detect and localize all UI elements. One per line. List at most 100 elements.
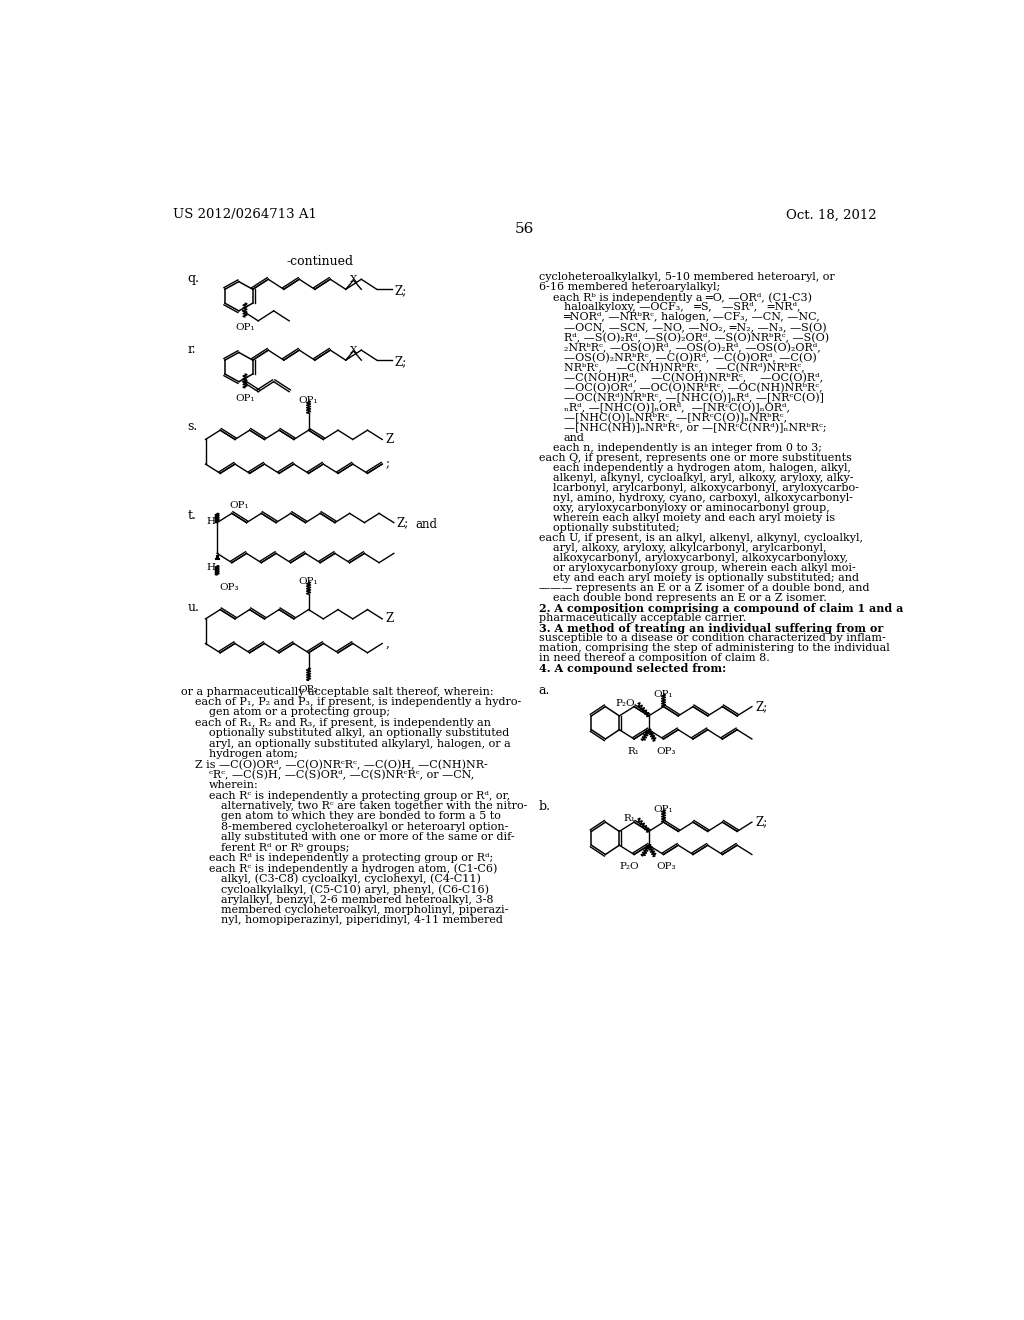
Text: —OC(O)ORᵈ, —OC(O)NRᵇRᶜ, —OC(NH)NRᵇRᶜ,: —OC(O)ORᵈ, —OC(O)NRᵇRᶜ, —OC(NH)NRᵇRᶜ, [563,383,822,393]
Text: a.: a. [539,684,550,697]
Text: q.: q. [187,272,200,285]
Text: gen atom or a protecting group;: gen atom or a protecting group; [209,708,390,717]
Text: 4. A compound selected from:: 4. A compound selected from: [539,663,726,673]
Text: nyl, amino, hydroxy, cyano, carboxyl, alkoxycarbonyl-: nyl, amino, hydroxy, cyano, carboxyl, al… [553,492,853,503]
Text: Z;: Z; [394,355,407,368]
Text: OP₁: OP₁ [299,396,318,405]
Text: OP₁: OP₁ [229,502,249,511]
Text: Z: Z [385,433,393,446]
Text: alkenyl, alkynyl, cycloalkyl, aryl, alkoxy, aryloxy, alky-: alkenyl, alkynyl, cycloalkyl, aryl, alko… [553,473,853,483]
Text: ᶜRᶜ, —C(S)H, —C(S)ORᵈ, —C(S)NRᶜRᶜ, or —CN,: ᶜRᶜ, —C(S)H, —C(S)ORᵈ, —C(S)NRᶜRᶜ, or —C… [209,770,474,780]
Text: aryl, alkoxy, aryloxy, alkylcarbonyl, arylcarbonyl,: aryl, alkoxy, aryloxy, alkylcarbonyl, ar… [553,543,826,553]
Text: each of P₁, P₂ and P₃, if present, is independently a hydro-: each of P₁, P₂ and P₃, if present, is in… [195,697,521,708]
Text: cycloheteroalkylalkyl, 5-10 membered heteroaryl, or: cycloheteroalkylalkyl, 5-10 membered het… [539,272,835,282]
Text: Z;: Z; [755,816,767,829]
Text: H: H [207,562,216,572]
Text: pharmaceutically acceptable carrier.: pharmaceutically acceptable carrier. [539,612,746,623]
Text: OP₃: OP₃ [656,747,676,755]
Text: —[NHC(NH)]ₙNRᵇRᶜ, or —[NRᶜC(NRᵈ)]ₙNRᵇRᶜ;: —[NHC(NH)]ₙNRᵇRᶜ, or —[NRᶜC(NRᵈ)]ₙNRᵇRᶜ; [563,422,826,433]
Text: 6-16 membered heteroarylalkyl;: 6-16 membered heteroarylalkyl; [539,282,720,292]
Text: —[NHC(O)]ₙNRᵇRᶜ, —[NRᶜC(O)]ₙNRᵇRᶜ,: —[NHC(O)]ₙNRᵇRᶜ, —[NRᶜC(O)]ₙNRᵇRᶜ, [563,412,786,422]
Text: in need thereof a composition of claim 8.: in need thereof a composition of claim 8… [539,653,769,663]
Text: ety and each aryl moiety is optionally substituted; and: ety and each aryl moiety is optionally s… [553,573,859,582]
Text: optionally substituted;: optionally substituted; [553,523,679,532]
Text: OP₁: OP₁ [299,577,318,586]
Text: each of R₁, R₂ and R₃, if present, is independently an: each of R₁, R₂ and R₃, if present, is in… [195,718,490,727]
Text: cycloalkylalkyl, (C5-C10) aryl, phenyl, (C6-C16): cycloalkylalkyl, (C5-C10) aryl, phenyl, … [221,884,489,895]
Text: arylalkyl, benzyl, 2-6 membered heteroalkyl, 3-8: arylalkyl, benzyl, 2-6 membered heteroal… [221,895,494,904]
Text: OP₃: OP₃ [219,582,239,591]
Text: US 2012/0264713 A1: US 2012/0264713 A1 [173,209,316,222]
Text: X: X [350,276,357,284]
Text: 3. A method of treating an individual suffering from or: 3. A method of treating an individual su… [539,623,883,634]
Text: OP₂: OP₂ [299,685,318,694]
Text: —C(NOH)Rᵈ,    —C(NOH)NRᵇRᶜ,    —OC(O)Rᵈ,: —C(NOH)Rᵈ, —C(NOH)NRᵇRᶜ, —OC(O)Rᵈ, [563,372,822,383]
Text: r.: r. [187,343,197,356]
Text: wherein:: wherein: [209,780,258,791]
Text: —OC(NRᵈ)NRᵇRᶜ, —[NHC(O)]ₙRᵈ, —[NRᶜC(O)]: —OC(NRᵈ)NRᵇRᶜ, —[NHC(O)]ₙRᵈ, —[NRᶜC(O)] [563,392,823,403]
Text: u.: u. [187,601,200,614]
Text: ;: ; [385,458,389,471]
Text: R₁: R₁ [628,747,640,755]
Text: each Rᶜ is independently a hydrogen atom, (C1-C6): each Rᶜ is independently a hydrogen atom… [209,863,497,874]
Text: s.: s. [187,420,198,433]
Text: and: and [563,433,585,442]
Text: t.: t. [187,508,197,521]
Text: OP₁: OP₁ [653,689,674,698]
Text: each Rᵇ is independently a ═O, —ORᵈ, (C1-C3): each Rᵇ is independently a ═O, —ORᵈ, (C1… [553,293,812,304]
Text: Rᵈ, —S(O)₂Rᵈ, —S(O)₂ORᵈ, —S(O)NRᵇRᶜ, —S(O): Rᵈ, —S(O)₂Rᵈ, —S(O)₂ORᵈ, —S(O)NRᵇRᶜ, —S(… [563,333,828,343]
Text: Z;: Z; [755,700,767,713]
Text: wherein each alkyl moiety and each aryl moiety is: wherein each alkyl moiety and each aryl … [553,512,835,523]
Text: ,: , [385,638,389,649]
Text: OP₁: OP₁ [236,323,255,333]
Text: nyl, homopiperazinyl, piperidinyl, 4-11 membered: nyl, homopiperazinyl, piperidinyl, 4-11 … [221,915,503,925]
Text: oxy, aryloxycarbonyloxy or aminocarbonyl group,: oxy, aryloxycarbonyloxy or aminocarbonyl… [553,503,829,512]
Text: optionally substituted alkyl, an optionally substituted: optionally substituted alkyl, an optiona… [209,729,509,738]
Text: each Q, if present, represents one or more substituents: each Q, if present, represents one or mo… [539,453,852,462]
Text: or aryloxycarbonyloxy group, wherein each alkyl moi-: or aryloxycarbonyloxy group, wherein eac… [553,562,855,573]
Text: each Rᵈ is independently a protecting group or Rᵈ;: each Rᵈ is independently a protecting gr… [209,853,493,863]
Text: ferent Rᵈ or Rᵇ groups;: ferent Rᵈ or Rᵇ groups; [221,842,349,853]
Text: 8-membered cycloheteroalkyl or heteroaryl option-: 8-membered cycloheteroalkyl or heteroary… [221,822,508,832]
Text: ═NORᵈ, —NRᵇRᶜ, halogen, —CF₃, —CN, —NC,: ═NORᵈ, —NRᵇRᶜ, halogen, —CF₃, —CN, —NC, [563,313,820,322]
Text: alkyl, (C3-C8) cycloalkyl, cyclohexyl, (C4-C11): alkyl, (C3-C8) cycloalkyl, cyclohexyl, (… [221,874,481,884]
Text: ——— represents an E or a Z isomer of a double bond, and: ——— represents an E or a Z isomer of a d… [539,582,869,593]
Text: haloalkyloxy, —OCF₃,   ═S,   —SRᵈ,   ═NRᵈ,: haloalkyloxy, —OCF₃, ═S, —SRᵈ, ═NRᵈ, [563,302,800,313]
Text: and: and [416,517,437,531]
Text: Z: Z [385,612,393,626]
Text: 2. A composition comprising a compound of claim 1 and a: 2. A composition comprising a compound o… [539,603,903,614]
Text: alkoxycarbonyl, aryloxycarbonyl, alkoxycarbonyloxy,: alkoxycarbonyl, aryloxycarbonyl, alkoxyc… [553,553,848,562]
Text: Z;: Z; [397,516,410,529]
Text: ₂NRᵇRᶜ, —OS(O)Rᵈ, —OS(O)₂Rᵈ, —OS(O)₂ORᵈ,: ₂NRᵇRᶜ, —OS(O)Rᵈ, —OS(O)₂Rᵈ, —OS(O)₂ORᵈ, [563,342,820,352]
Text: X: X [350,346,357,355]
Text: —OS(O)₂NRᵇRᶜ, —C(O)Rᵈ, —C(O)ORᵈ, —C(O): —OS(O)₂NRᵇRᶜ, —C(O)Rᵈ, —C(O)ORᵈ, —C(O) [563,352,816,363]
Text: or a pharmaceutically acceptable salt thereof, wherein:: or a pharmaceutically acceptable salt th… [180,686,494,697]
Text: Z;: Z; [394,284,407,297]
Text: H: H [207,516,216,525]
Text: each Rᶜ is independently a protecting group or Rᵈ, or,: each Rᶜ is independently a protecting gr… [209,791,510,800]
Text: mation, comprising the step of administering to the individual: mation, comprising the step of administe… [539,643,890,652]
Text: b.: b. [539,800,551,813]
Text: each U, if present, is an alkyl, alkenyl, alkynyl, cycloalkyl,: each U, if present, is an alkyl, alkenyl… [539,533,863,543]
Text: R₁: R₁ [623,814,635,824]
Text: —OCN, —SCN, —NO, —NO₂, ═N₂, —N₃, —S(O): —OCN, —SCN, —NO, —NO₂, ═N₂, —N₃, —S(O) [563,322,826,333]
Text: lcarbonyl, arylcarbonyl, alkoxycarbonyl, aryloxycarbо-: lcarbonyl, arylcarbonyl, alkoxycarbonyl,… [553,483,858,492]
Text: P₂O: P₂O [615,700,635,708]
Text: alternatively, two Rᶜ are taken together with the nitro-: alternatively, two Rᶜ are taken together… [221,801,527,810]
Text: OP₁: OP₁ [236,395,255,403]
Text: Z is —C(O)ORᵈ, —C(O)NRᶜRᶜ, —C(O)H, —C(NH)NR-: Z is —C(O)ORᵈ, —C(O)NRᶜRᶜ, —C(O)H, —C(NH… [195,759,487,770]
Text: ally substituted with one or more of the same or dif-: ally substituted with one or more of the… [221,832,515,842]
Text: ₙRᵈ, —[NHC(O)]ₙORᵈ,  —[NRᶜC(O)]ₙORᵈ,: ₙRᵈ, —[NHC(O)]ₙORᵈ, —[NRᶜC(O)]ₙORᵈ, [563,403,790,413]
Text: 56: 56 [515,222,535,235]
Text: each n, independently is an integer from 0 to 3;: each n, independently is an integer from… [553,442,821,453]
Text: susceptible to a disease or condition characterized by inflam-: susceptible to a disease or condition ch… [539,632,886,643]
Text: OP₁: OP₁ [653,805,674,814]
Text: membered cycloheteroalkyl, morpholinyl, piperazi-: membered cycloheteroalkyl, morpholinyl, … [221,906,508,915]
Text: OP₃: OP₃ [656,862,676,871]
Text: -continued: -continued [287,255,353,268]
Text: P₂O: P₂O [620,862,640,871]
Text: each independently a hydrogen atom, halogen, alkyl,: each independently a hydrogen atom, halo… [553,462,851,473]
Text: Oct. 18, 2012: Oct. 18, 2012 [786,209,877,222]
Text: gen atom to which they are bonded to form a 5 to: gen atom to which they are bonded to for… [221,812,501,821]
Text: NRᵇRᶜ,    —C(NH)NRᵇRᶜ,    —C(NRᵈ)NRᵇRᶜ,: NRᵇRᶜ, —C(NH)NRᵇRᶜ, —C(NRᵈ)NRᵇRᶜ, [563,363,804,372]
